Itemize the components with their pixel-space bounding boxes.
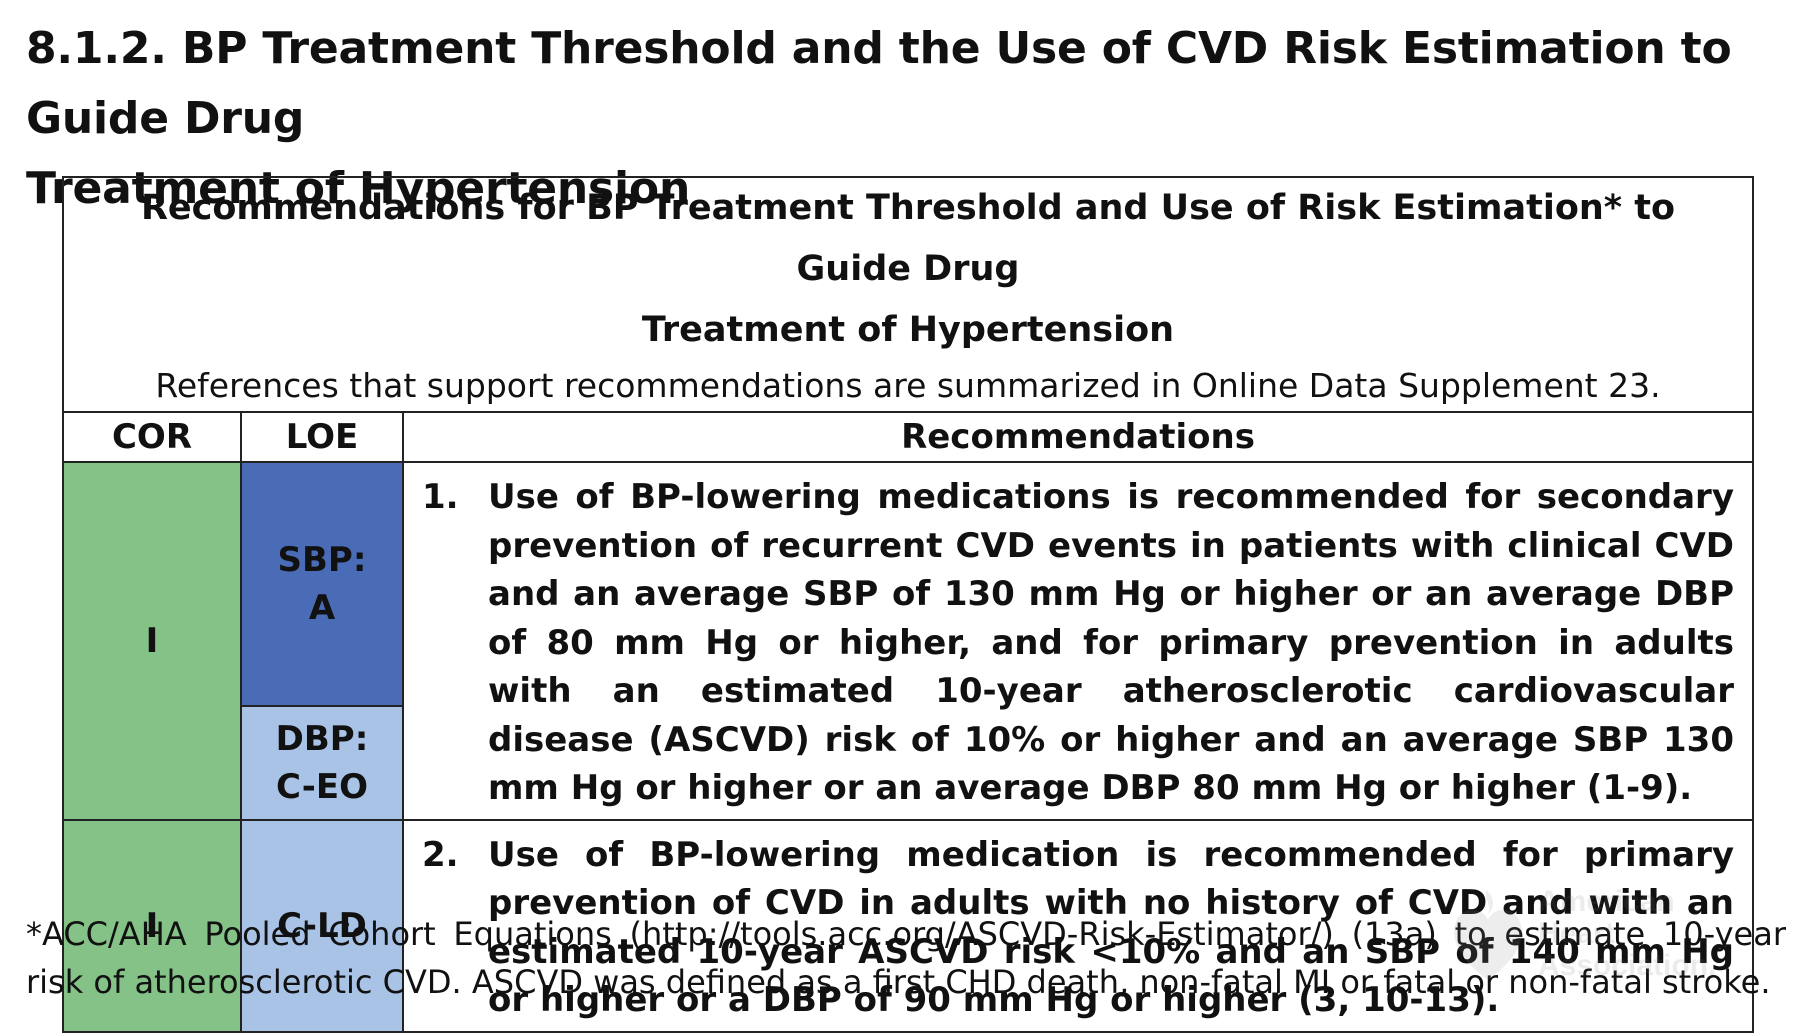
- recommendations-table: Recommendations for BP Treatment Thresho…: [62, 176, 1754, 1033]
- loe-cell-sbp: SBP: A: [240, 461, 404, 707]
- recommendation-text: Use of BP-lowering medications is recomm…: [488, 477, 1734, 808]
- table-row: I C-LD 2. Use of BP-lowering medication …: [62, 818, 1754, 1033]
- column-header-loe: LOE: [240, 411, 404, 463]
- table-title-cell: Recommendations for BP Treatment Thresho…: [62, 176, 1754, 413]
- loe-dbp-value: C-EO: [276, 766, 368, 807]
- loe-cell: C-LD: [240, 818, 404, 1033]
- table-row: I SBP: A 1. Use of BP-lowering medicatio…: [62, 461, 1754, 821]
- footnote: *ACC/AHA Pooled Cohort Equations (http:/…: [26, 915, 1786, 1001]
- recommendation-number: 1.: [422, 477, 459, 517]
- cor-cell: I: [62, 818, 242, 1033]
- loe-sbp-label: SBP:: [277, 539, 367, 580]
- column-header-cor: COR: [62, 411, 242, 463]
- column-header-recommendations: Recommendations: [402, 411, 1754, 463]
- cor-cell: I: [62, 461, 242, 821]
- section-heading-line-1: 8.1.2. BP Treatment Threshold and the Us…: [26, 23, 1732, 144]
- table-title-line-2: Treatment of Hypertension: [641, 310, 1175, 350]
- loe-sbp-value: A: [308, 587, 336, 628]
- recommendation-number: 2.: [422, 834, 459, 875]
- loe-dbp-label: DBP:: [275, 718, 369, 759]
- recommendation-cell: 2. Use of BP-lowering medication is reco…: [402, 818, 1754, 1033]
- table-row-sub: DBP: C-EO: [63, 704, 1753, 821]
- table-title-line-1: Recommendations for BP Treatment Thresho…: [140, 188, 1676, 289]
- recommendation-item: 1. Use of BP-lowering medications is rec…: [422, 473, 1734, 813]
- table-title-row: Recommendations for BP Treatment Thresho…: [62, 176, 1754, 413]
- loe-cell-dbp: DBP: C-EO: [240, 704, 404, 821]
- recommendation-cell: 1. Use of BP-lowering medications is rec…: [402, 461, 1754, 821]
- column-header-row: COR LOE Recommendations: [62, 411, 1754, 463]
- references-note: References that support recommendations …: [155, 366, 1661, 405]
